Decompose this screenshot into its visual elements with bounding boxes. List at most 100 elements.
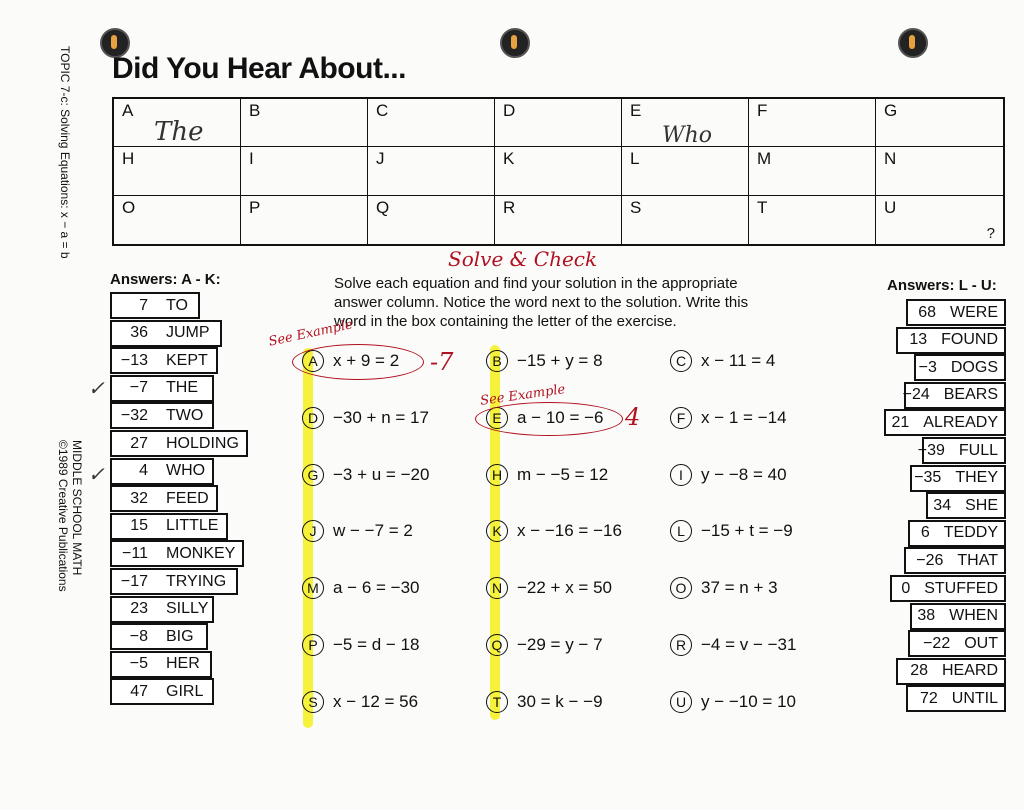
cell-letter: C <box>376 101 389 120</box>
grid-cell-c[interactable]: C <box>368 99 495 148</box>
cell-letter: P <box>249 197 261 217</box>
answer-number: −35 <box>914 469 942 487</box>
grid-cell-d[interactable]: D <box>495 99 622 148</box>
answer-word: WHEN <box>949 607 998 625</box>
grid-cell-a[interactable]: A The <box>114 99 241 148</box>
answer-number: 28 <box>910 662 928 680</box>
credit-line-1: MIDDLE SCHOOL MATH <box>70 440 84 576</box>
equation-q: Q −29 = y − 7 <box>486 634 603 656</box>
grid-cell-m[interactable]: M <box>749 147 876 196</box>
grid-cell-g[interactable]: G <box>876 99 1003 148</box>
answer-number: −22 <box>923 634 951 652</box>
answer-number: −8 <box>129 627 148 645</box>
grid-cell-u[interactable]: U? <box>876 196 1003 244</box>
equation-text: m − −5 = 12 <box>517 464 609 484</box>
answer-word: TRYING <box>166 572 227 590</box>
answer-right-row: −39 FULL <box>918 437 1006 464</box>
equation-text: −15 + t = −9 <box>701 521 793 541</box>
grid-cell-b[interactable]: B <box>241 99 368 148</box>
answer-word: THE <box>166 379 198 397</box>
answer-grid: A The B C D E Who F G H I J K L M N O P Q R S T U? <box>112 97 1005 246</box>
grid-cell-o[interactable]: O <box>114 195 241 244</box>
answer-word: MONKEY <box>166 544 236 562</box>
answer-left-row: 27 HOLDING <box>110 430 248 457</box>
letter-circle: U <box>670 690 692 713</box>
cell-letter: F <box>757 101 768 120</box>
grid-cell-n[interactable]: N <box>876 147 1003 196</box>
answer-word: UNTIL <box>951 689 998 707</box>
answer-word: HEARD <box>941 662 998 680</box>
letter-circle: R <box>670 634 692 656</box>
answer-number: 34 <box>933 496 952 514</box>
answer-number: 72 <box>919 689 938 707</box>
equation-text: −22 + x = 50 <box>517 578 612 598</box>
answer-number: 0 <box>901 579 911 597</box>
equation-b: B −15 + y = 8 <box>486 350 603 372</box>
handwritten-answer-a: -7 <box>430 348 454 376</box>
cell-letter: Q <box>376 197 390 217</box>
answer-right-row: 72 UNTIL <box>906 685 1006 713</box>
equation-text: x − 1 = −14 <box>701 407 787 427</box>
answer-right-row: 34 SHE <box>926 492 1006 520</box>
cell-letter: M <box>757 149 772 169</box>
grid-cell-j[interactable]: J <box>368 147 495 196</box>
grid-cell-r[interactable]: R <box>495 195 622 244</box>
answer-right-row: 13 FOUND <box>896 326 1006 354</box>
letter-circle: J <box>302 520 324 543</box>
answer-number: 13 <box>909 331 928 349</box>
grid-cell-t[interactable]: T <box>749 195 876 244</box>
cell-letter: K <box>503 149 515 169</box>
equation-p: P −5 = d − 18 <box>302 634 420 656</box>
circled-equation-a <box>292 344 424 380</box>
answer-number: −17 <box>120 572 148 590</box>
instructions: Solve each equation and find your soluti… <box>334 275 749 330</box>
grid-cell-q[interactable]: Q <box>368 195 495 244</box>
answer-word: ALREADY <box>923 413 998 431</box>
page-title: Did You Hear About... <box>112 52 406 85</box>
credit-label: MIDDLE SCHOOL MATH ©1989 Creative Publica… <box>56 440 84 592</box>
letter-circle: T <box>486 690 508 713</box>
grid-cell-i[interactable]: I <box>241 147 368 196</box>
grid-cell-k[interactable]: K <box>495 147 622 196</box>
letter-circle: G <box>302 463 324 486</box>
answer-left-row: −5 HER <box>110 650 212 678</box>
answer-left-row: 23 SILLY <box>110 595 214 623</box>
letter-circle: I <box>670 463 692 486</box>
answer-left-row: 15 LITTLE <box>110 512 228 540</box>
grid-cell-h[interactable]: H <box>114 147 241 196</box>
answer-right-row: 6 TEDDY <box>908 519 1006 547</box>
grid-cell-s[interactable]: S <box>622 195 749 244</box>
equation-text: y − −8 = 40 <box>701 464 787 484</box>
letter-circle: N <box>486 577 508 600</box>
answer-word: HOLDING <box>166 434 239 452</box>
answer-number: −3 <box>918 358 937 376</box>
letter-circle: D <box>302 406 324 429</box>
answer-word: TO <box>166 296 188 314</box>
grid-cell-p[interactable]: P <box>241 195 368 244</box>
grid-cell-f[interactable]: F <box>749 99 876 148</box>
equation-text: x − 12 = 56 <box>333 691 419 711</box>
punch-hole-icon <box>500 28 530 58</box>
answer-word: THAT <box>957 551 998 569</box>
equation-text: w − −7 = 2 <box>333 521 413 541</box>
answer-word: SHE <box>965 496 998 514</box>
letter-circle: Q <box>486 634 508 656</box>
grid-cell-e[interactable]: E Who <box>622 99 749 148</box>
answer-number: 27 <box>130 434 148 452</box>
grid-cell-l[interactable]: L <box>622 147 749 196</box>
handwritten-answer-e: 4 <box>625 403 641 431</box>
answers-left-heading: Answers: A - K: <box>110 271 221 288</box>
cell-letter: I <box>249 149 254 169</box>
answer-right-row: 21 ALREADY <box>884 409 1006 437</box>
answer-word: HER <box>166 655 200 673</box>
letter-circle: B <box>486 350 508 372</box>
answer-word: JUMP <box>166 324 210 342</box>
letter-circle: L <box>670 520 692 543</box>
